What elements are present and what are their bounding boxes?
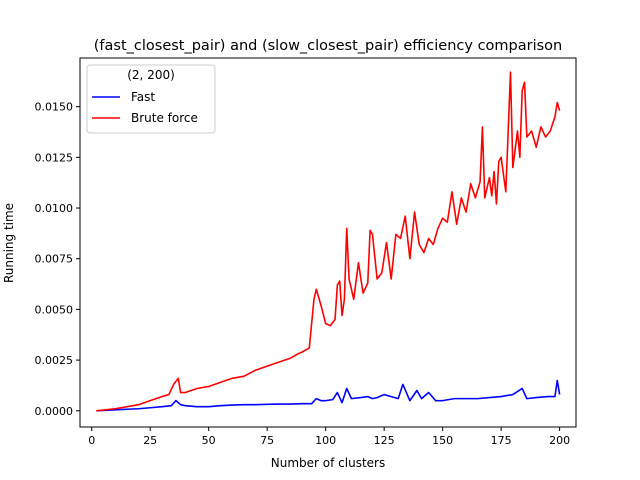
plot-frame <box>79 57 577 428</box>
x-tick-label: 150 <box>432 434 453 447</box>
legend-box <box>86 64 216 134</box>
series-layer <box>96 71 561 412</box>
y-tick-label: 0.0075 <box>35 253 74 266</box>
x-tick-label: 75 <box>260 434 274 447</box>
x-axis-ticks: 0 25 50 75 100 125 150 175 200 <box>88 427 570 447</box>
x-tick-label: 50 <box>202 434 216 447</box>
x-axis-label: Number of clusters <box>271 456 385 470</box>
x-tick-label: 0 <box>88 434 95 447</box>
y-tick-label: 0.0150 <box>35 101 74 114</box>
chart-title: (fast_closest_pair) and (slow_closest_pa… <box>94 38 563 54</box>
series-line-brute-force <box>96 71 561 412</box>
legend: (2, 200) Fast Brute force <box>86 64 216 134</box>
x-tick-label: 25 <box>143 434 157 447</box>
x-tick-label: 175 <box>491 434 512 447</box>
y-tick-label: 0.0025 <box>35 354 74 367</box>
x-tick-label: 125 <box>374 434 395 447</box>
x-tick-label: 100 <box>315 434 336 447</box>
y-axis-label: Running time <box>2 203 16 283</box>
legend-title: (2, 200) <box>127 68 175 82</box>
y-tick-label: 0.0050 <box>35 303 74 316</box>
y-axis-ticks: 0.0000 0.0025 0.0050 0.0075 0.0100 0.0125 0.01… <box>35 101 80 418</box>
y-tick-label: 0.0125 <box>35 151 74 164</box>
series-line-fast <box>96 379 561 412</box>
legend-label-fast: Fast <box>131 90 155 104</box>
y-tick-label: 0.0100 <box>35 202 74 215</box>
x-tick-label: 200 <box>549 434 570 447</box>
y-tick-label: 0.0000 <box>35 405 74 418</box>
legend-label-brute-force: Brute force <box>131 111 198 125</box>
